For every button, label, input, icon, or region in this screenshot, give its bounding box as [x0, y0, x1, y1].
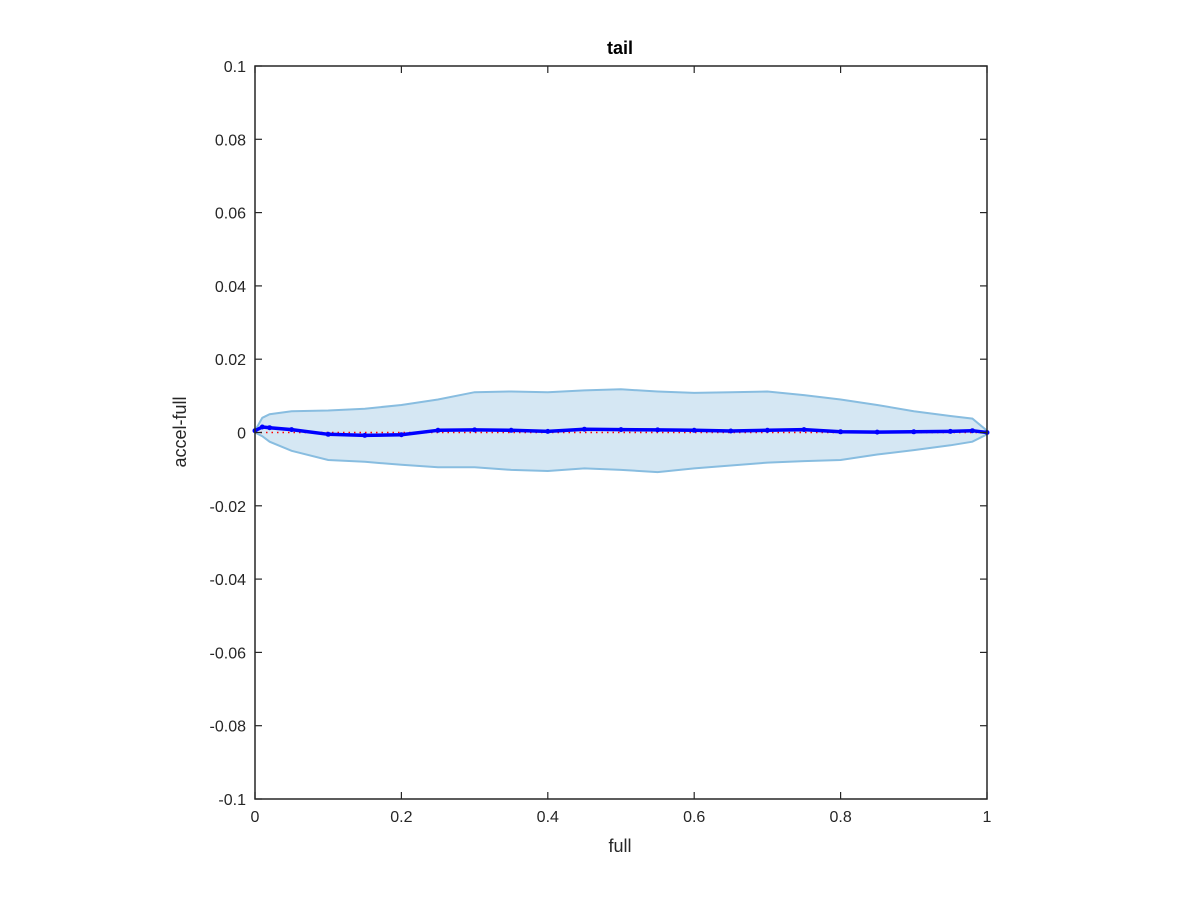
mean-line [254, 425, 988, 438]
x-tick-label: 1 [983, 809, 992, 826]
y-tick-label: -0.06 [210, 645, 247, 662]
x-tick-label: 0.8 [829, 809, 851, 826]
mean-point [259, 424, 265, 430]
band-upper-line [254, 388, 988, 432]
mean-point [435, 427, 441, 433]
y-tick-label: 0.06 [215, 206, 246, 223]
mean-point [267, 425, 273, 431]
mean-point [801, 427, 807, 433]
mean-point [764, 427, 770, 433]
mean-point [545, 428, 551, 434]
mean-point [362, 432, 368, 438]
x-tick-label: 0.4 [537, 809, 559, 826]
y-tick-label: -0.08 [210, 719, 247, 736]
x-tick-label: 0.2 [390, 809, 412, 826]
y-tick-label: 0.04 [215, 279, 246, 296]
mean-point [581, 426, 587, 432]
y-tick-label: 0 [237, 426, 246, 443]
chart-title: tail [607, 38, 633, 58]
x-tick-label: 0 [251, 809, 260, 826]
mean-point [874, 429, 880, 435]
mean-point [472, 427, 478, 433]
mean-point [398, 432, 404, 438]
mean-point [838, 429, 844, 435]
y-tick-label: 0.1 [224, 59, 246, 76]
y-tick-label: -0.02 [210, 499, 247, 516]
mean-point [728, 428, 734, 434]
y-tick-label: 0.02 [215, 352, 246, 369]
mean-point [969, 428, 975, 434]
mean-point [618, 427, 624, 433]
y-tick-label: -0.04 [210, 572, 247, 589]
y-axis-label: accel-full [170, 396, 190, 467]
mean-point [655, 427, 661, 433]
mean-point [508, 427, 514, 433]
y-tick-label: -0.1 [218, 792, 246, 809]
y-tick-label: 0.08 [215, 132, 246, 149]
x-tick-label: 0.6 [683, 809, 705, 826]
mean-point [289, 427, 295, 433]
mean-point [911, 429, 917, 435]
band-lower-line [254, 431, 988, 474]
x-axis-label: full [608, 836, 631, 856]
plot-area: 0 0.2 0.4 0.6 0.8 1 -0.1 -0.08 -0.06 -0.04 -0.02 0 0… [210, 59, 992, 826]
mean-point [691, 427, 697, 433]
mean-point [947, 428, 953, 434]
mean-point [325, 431, 331, 437]
